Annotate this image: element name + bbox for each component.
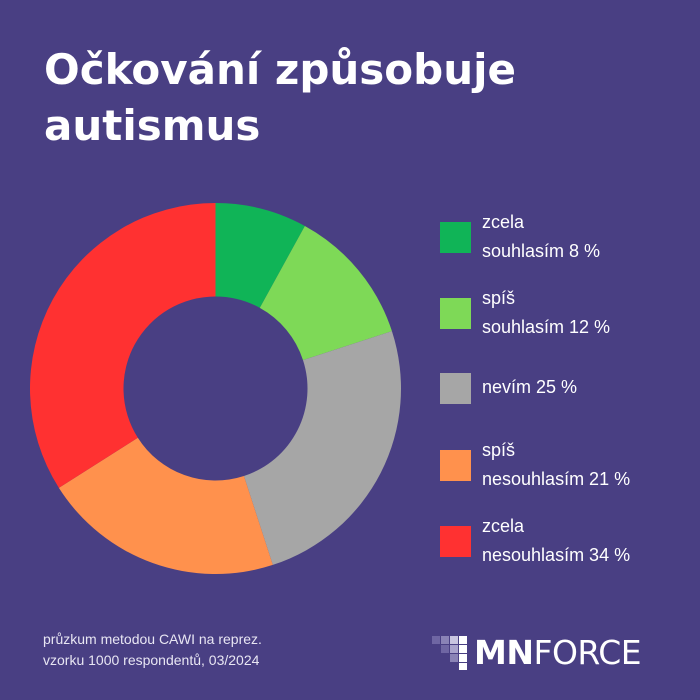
legend-label-line1: zcela: [482, 516, 525, 536]
legend-label: spíš nesouhlasím 21 %: [482, 436, 630, 494]
legend-label: zcela nesouhlasím 34 %: [482, 512, 630, 570]
legend-swatch-spis-souhlasim: [440, 298, 471, 329]
legend-swatch-nevim: [440, 373, 471, 404]
chart-title-line2: autismus: [44, 101, 261, 150]
chart-title-line1: Očkování způsobuje: [44, 45, 517, 94]
logo-wordmark: MNFORCE: [474, 633, 642, 672]
logo-text-mn: MN: [474, 633, 534, 672]
logo-text-force: FORCE: [533, 633, 642, 672]
legend: zcela souhlasím 8 % spíš souhlasím 12 % …: [440, 208, 690, 588]
footnote-line2: vzorku 1000 respondentů, 03/2024: [43, 652, 260, 668]
legend-label-line2: nesouhlasím 21 %: [482, 469, 631, 489]
donut-chart: [30, 203, 401, 574]
legend-label-line2: souhlasím 8 %: [482, 241, 601, 261]
legend-swatch-zcela-souhlasim: [440, 222, 471, 253]
footnote-line1: průzkum metodou CAWI na reprez.: [43, 631, 262, 647]
legend-item-spis-nesouhlasim: spíš nesouhlasím 21 %: [440, 436, 690, 512]
donut-slice-spíš-souhlasím: [259, 225, 392, 361]
legend-label: spíš souhlasím 12 %: [482, 284, 610, 342]
survey-footnote: průzkum metodou CAWI na reprez. vzorku 1…: [43, 629, 373, 671]
legend-swatch-spis-nesouhlasim: [440, 450, 471, 481]
legend-label-line1: spíš: [482, 440, 516, 460]
legend-item-zcela-souhlasim: zcela souhlasím 8 %: [440, 208, 690, 284]
donut-slice-nevím: [243, 331, 401, 565]
legend-item-spis-souhlasim: spíš souhlasím 12 %: [440, 284, 690, 360]
legend-label-line1: nevím 25 %: [482, 377, 578, 397]
mnforce-logo: MNFORCE: [432, 634, 672, 672]
legend-label-line1: zcela: [482, 212, 525, 232]
legend-label: zcela souhlasím 8 %: [482, 208, 600, 266]
legend-label-line2: nesouhlasím 34 %: [482, 545, 631, 565]
legend-label: nevím 25 %: [482, 373, 577, 402]
donut-slice-zcela-nesouhlasím: [30, 203, 216, 488]
donut-slice-spíš-nesouhlasím: [58, 437, 273, 574]
legend-item-nevim: nevím 25 %: [440, 360, 690, 436]
legend-item-zcela-nesouhlasim: zcela nesouhlasím 34 %: [440, 512, 690, 588]
chart-title: Očkování způsobuje autismus: [44, 42, 664, 154]
logo-pixel-mark-icon: [432, 636, 467, 670]
donut-slice-zcela-souhlasím: [215, 203, 305, 308]
legend-label-line1: spíš: [482, 288, 516, 308]
legend-label-line2: souhlasím 12 %: [482, 317, 611, 337]
legend-swatch-zcela-nesouhlasim: [440, 526, 471, 557]
